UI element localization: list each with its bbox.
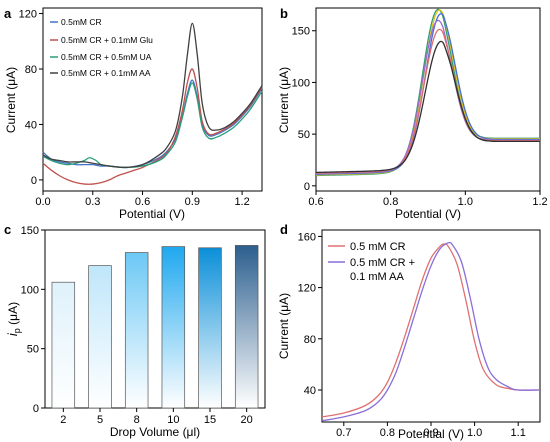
bar (234, 245, 259, 409)
legend-label: 0.1 mM AA (350, 271, 404, 283)
x-tick-label: 1.2 (532, 196, 547, 208)
y-label-sub: p (12, 328, 22, 333)
x-tick-label: 5 (97, 414, 103, 426)
y-axis-label-d: Current (μA) (277, 293, 291, 359)
panel-d: d 0.7 0.8 0.9 1.0 1.1 40 80 120 160 Potential (… (277, 222, 541, 441)
plot-frame-a (42, 7, 263, 192)
x-tick-label: 0.7 (336, 427, 351, 439)
y-tick-label: 40 (25, 119, 37, 131)
bars-c (51, 245, 259, 409)
plot-frame-b (315, 7, 541, 192)
x-tick-label: 1.0 (467, 427, 482, 439)
y-tick-label: 150 (292, 26, 310, 38)
x-tick-label: 15 (204, 414, 216, 426)
x-tick-label: 0.6 (308, 196, 323, 208)
y-tick-label: 40 (304, 385, 316, 397)
series-line (321, 241, 541, 422)
series-line (321, 243, 541, 418)
legend-label: 0.5 mM CR (350, 241, 406, 253)
x-axis-label-a: Potential (V) (119, 207, 185, 221)
panel-label-c: c (4, 222, 11, 237)
x-tick-label: 1.2 (234, 196, 249, 208)
series-line (315, 40, 540, 174)
panel-label-a: a (4, 6, 12, 21)
y-axis-label-c: ip (μA) (5, 302, 22, 336)
series-line (315, 9, 540, 176)
series-line (42, 82, 263, 169)
series-line (42, 68, 263, 185)
x-axis-label-b: Potential (V) (395, 207, 461, 221)
series-line (315, 8, 540, 177)
panel-label-d: d (280, 222, 288, 237)
x-tick-label: 0.8 (383, 196, 398, 208)
y-tick-label: 0 (304, 181, 310, 193)
y-tick-label: 100 (21, 284, 39, 296)
x-tick-label: 0.6 (135, 196, 150, 208)
series-lines-d (321, 241, 541, 422)
x-tick-label: 1.0 (458, 196, 473, 208)
y-tick-label: 50 (298, 129, 310, 141)
x-tick-label: 1.1 (511, 427, 526, 439)
legend-a: 0.5mM CR 0.5mM CR + 0.1mM Glu 0.5mM CR +… (50, 17, 153, 78)
x-axis-label-c: Drop Volume (μl) (110, 425, 200, 439)
x-tick-label: 10 (167, 414, 179, 426)
y-tick-label: 50 (27, 344, 39, 356)
y-tick-label: 80 (304, 334, 316, 346)
bar (51, 281, 76, 409)
x-axis-label-d: Potential (V) (398, 427, 464, 441)
series-line (42, 79, 263, 169)
bar (198, 247, 222, 409)
x-tick-label: 0.9 (185, 196, 200, 208)
y-tick-label: 0 (31, 175, 37, 187)
x-tick-label: 0.3 (85, 196, 100, 208)
series-line (42, 22, 263, 169)
legend-label: 0.5mM CR + 0.1mM AA (61, 68, 151, 78)
x-tick-label: 0.8 (380, 427, 395, 439)
panel-label-b: b (280, 6, 288, 21)
y-tick-label: 0 (33, 403, 39, 415)
bar (161, 246, 186, 409)
x-tick-label: 0.0 (35, 196, 50, 208)
bar (124, 252, 149, 409)
legend-label: 0.5mM CR + 0.5mM UA (61, 52, 152, 62)
y-tick-label: 80 (25, 64, 37, 76)
y-tick-label: 120 (19, 9, 37, 21)
series-lines-b (315, 8, 540, 177)
y-axis-label-a: Current (μA) (4, 67, 18, 133)
bar (88, 265, 112, 409)
y-label-main: i (5, 332, 20, 336)
x-tick-label: 2 (60, 414, 66, 426)
y-tick-label: 120 (298, 283, 316, 295)
x-tick-label: 8 (134, 414, 140, 426)
x-tick-label: 20 (241, 414, 253, 426)
panel-c: c 2 5 8 10 15 20 0 50 100 150 Drop Volume (μl) i… (4, 222, 266, 439)
legend-label: 0.5 mM CR + (350, 257, 415, 269)
panel-b: b 0.6 0.8 1.0 1.2 0 50 100 150 Potential (V) C… (277, 6, 548, 221)
y-axis-label-b: Current (μA) (277, 67, 291, 133)
series-lines-a (42, 22, 263, 185)
panel-a: a 0.0 0.3 0.6 0.9 1.2 0 40 80 120 Potential (V)… (4, 6, 263, 221)
y-label-unit: (μA) (6, 302, 20, 328)
y-tick-label: 160 (298, 231, 316, 243)
legend-label: 0.5mM CR (61, 17, 102, 27)
legend-d: 0.5 mM CR 0.5 mM CR + 0.1 mM AA (328, 241, 415, 283)
legend-label: 0.5mM CR + 0.1mM Glu (61, 35, 153, 45)
plot-frame-c (44, 229, 266, 409)
y-tick-label: 150 (21, 225, 39, 237)
x-tick-label: 0.9 (423, 427, 438, 439)
y-tick-label: 100 (292, 77, 310, 89)
